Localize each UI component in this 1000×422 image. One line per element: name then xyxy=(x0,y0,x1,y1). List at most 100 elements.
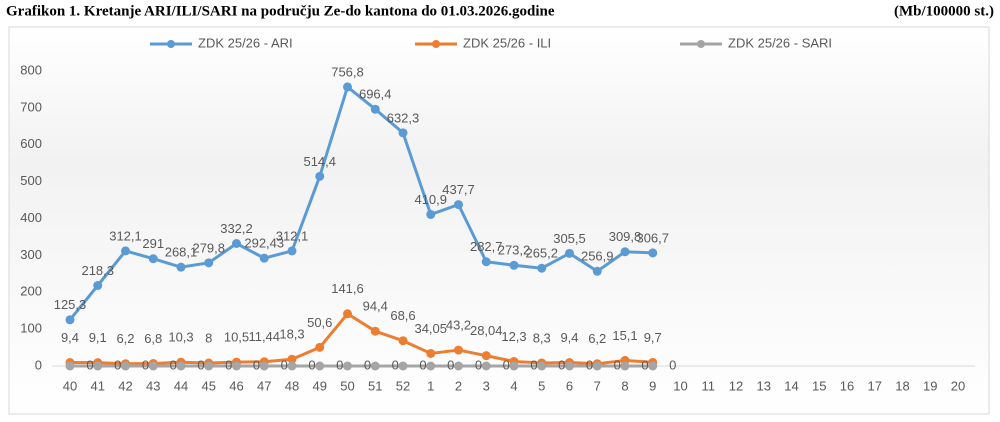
data-point xyxy=(287,246,297,256)
data-label: 312,1 xyxy=(109,228,142,243)
x-tick-label: 42 xyxy=(118,378,132,393)
legend-marker xyxy=(432,40,440,48)
data-label: 256,9 xyxy=(581,249,614,264)
data-point xyxy=(232,361,241,371)
data-label: 94,4 xyxy=(363,299,388,314)
data-label: 68,6 xyxy=(390,308,415,323)
y-tick-label: 200 xyxy=(20,284,42,299)
data-point xyxy=(426,361,436,371)
data-label: 309,8 xyxy=(609,229,642,244)
data-label: 12,3 xyxy=(501,329,526,344)
data-label: 18,3 xyxy=(279,327,304,342)
data-label: 10,3 xyxy=(168,330,193,345)
x-tick-label: 46 xyxy=(229,378,243,393)
x-tick-label: 49 xyxy=(313,378,327,393)
data-point xyxy=(481,257,491,267)
data-label: 0 xyxy=(197,357,204,372)
data-label: 312,1 xyxy=(276,228,309,243)
data-label: 0 xyxy=(253,357,260,372)
data-label: 0 xyxy=(336,357,343,372)
data-label: 6,8 xyxy=(144,331,162,346)
data-point xyxy=(620,247,630,257)
chart-area xyxy=(8,26,990,415)
data-label: 50,6 xyxy=(307,315,332,330)
data-label: 0 xyxy=(392,357,399,372)
x-tick-label: 45 xyxy=(202,378,216,393)
data-point xyxy=(315,171,325,181)
y-tick-label: 500 xyxy=(20,173,42,188)
data-label: 0 xyxy=(114,357,121,372)
series-line xyxy=(68,85,653,321)
x-tick-label: 8 xyxy=(621,378,628,393)
x-tick-label: 50 xyxy=(340,378,354,393)
data-point xyxy=(121,361,130,371)
legend-label: ZDK 25/26 - ILI xyxy=(463,35,551,50)
y-tick-label: 600 xyxy=(20,136,42,151)
legend-label: ZDK 25/26 - ARI xyxy=(198,35,293,50)
data-point xyxy=(454,361,463,371)
data-point xyxy=(537,361,547,371)
data-label: 6,2 xyxy=(116,331,134,346)
data-point xyxy=(343,309,352,319)
data-label: 10,5 xyxy=(224,330,249,345)
data-label: 291 xyxy=(142,236,164,251)
data-point xyxy=(93,361,103,371)
x-tick-label: 3 xyxy=(483,378,490,393)
x-tick-label: 47 xyxy=(257,378,271,393)
data-label: 28,04 xyxy=(470,323,503,338)
data-point xyxy=(592,361,602,371)
x-tick-label: 14 xyxy=(784,378,798,393)
data-label: 8 xyxy=(205,330,212,345)
data-point xyxy=(315,342,325,352)
data-label: 9,4 xyxy=(61,330,79,345)
data-label: 696,4 xyxy=(359,87,392,102)
data-label: 43,2 xyxy=(446,318,471,333)
data-label: 9,4 xyxy=(560,330,578,345)
data-label: 125,3 xyxy=(54,297,87,312)
data-label: 514,4 xyxy=(303,154,336,169)
data-label: 0 xyxy=(475,357,482,372)
data-label: 0 xyxy=(641,357,648,372)
chart-subtitle: (Mb/100000 st.) xyxy=(894,3,994,19)
data-label: 0 xyxy=(142,357,149,372)
data-label: 437,7 xyxy=(442,182,475,197)
x-tick-label: 52 xyxy=(396,378,410,393)
x-tick-label: 48 xyxy=(285,378,299,393)
x-tick-label: 13 xyxy=(757,378,771,393)
x-tick-label: 10 xyxy=(673,378,687,393)
data-label: 0 xyxy=(170,357,177,372)
data-point xyxy=(481,361,491,371)
data-point xyxy=(509,361,519,371)
data-point xyxy=(481,351,491,361)
data-label: 0 xyxy=(225,357,232,372)
data-point xyxy=(259,253,269,263)
data-label: 0 xyxy=(586,357,593,372)
data-label: 0 xyxy=(614,357,621,372)
data-label: 0 xyxy=(530,357,537,372)
data-point xyxy=(148,254,158,264)
data-label: 218,3 xyxy=(81,263,114,278)
data-label: 0 xyxy=(669,357,676,372)
data-point xyxy=(204,361,214,371)
data-point xyxy=(259,361,269,371)
x-tick-label: 19 xyxy=(923,378,937,393)
data-label: 632,3 xyxy=(387,110,420,125)
x-tick-label: 16 xyxy=(840,378,854,393)
data-point xyxy=(176,262,186,272)
data-label: 0 xyxy=(364,357,371,372)
series-line xyxy=(69,312,653,366)
data-label: 273,2 xyxy=(498,243,531,258)
x-tick-label: 17 xyxy=(868,378,882,393)
data-label: 0 xyxy=(86,357,93,372)
data-label: 0 xyxy=(503,357,510,372)
y-tick-label: 100 xyxy=(20,321,42,336)
data-point xyxy=(565,361,574,371)
data-point xyxy=(370,361,380,371)
x-tick-label: 20 xyxy=(951,378,965,393)
data-label: 279,8 xyxy=(192,240,225,255)
y-tick-label: 300 xyxy=(20,247,42,262)
data-point xyxy=(398,336,408,346)
data-point xyxy=(565,248,574,258)
data-label: 282,7 xyxy=(470,239,503,254)
data-label: 0 xyxy=(447,357,454,372)
